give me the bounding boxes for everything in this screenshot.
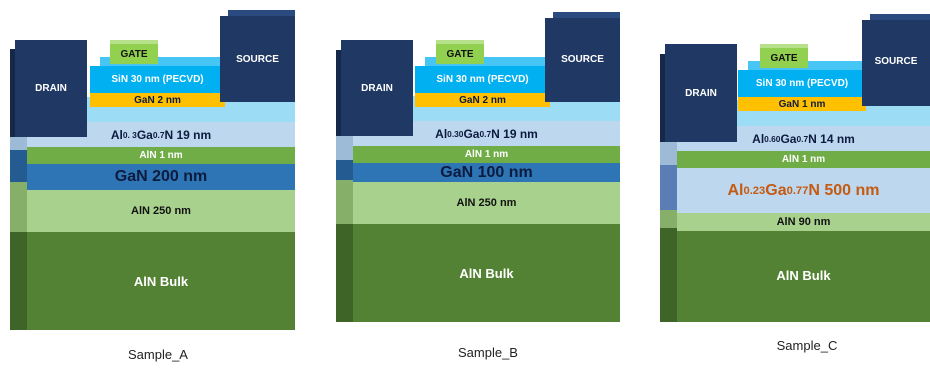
gate-contact: GATE [760, 44, 808, 68]
sin-top-face [100, 57, 225, 66]
sin-layer: SiN 30 nm (PECVD) [738, 70, 866, 97]
source-top [870, 14, 930, 20]
side-face [336, 180, 353, 224]
gate-contact: GATE [436, 40, 484, 64]
source-contact: SOURCE [545, 18, 620, 102]
side-face [336, 224, 353, 322]
drain-contact: DRAIN [15, 40, 87, 137]
gan-channel-layer: GaN 200 nm [27, 164, 295, 190]
gate-contact: GATE [110, 40, 158, 64]
sample-a-stack: AlN Bulk AlN 250 nm GaN 200 nm AlN 1 nm … [0, 0, 310, 373]
sin-layer: SiN 30 nm (PECVD) [415, 66, 550, 93]
side-face [336, 160, 353, 180]
sample-b-caption: Sample_B [458, 345, 518, 360]
drain-contact: DRAIN [665, 44, 737, 142]
side-face [10, 232, 27, 330]
gan-cap-layer: GaN 2 nm [415, 93, 550, 107]
source-top [228, 10, 295, 16]
sample-b-stack: AlN Bulk AlN 250 nm GaN 100 nm AlN 1 nm … [336, 12, 620, 322]
source-contact: SOURCE [220, 16, 295, 102]
gan-cap-layer: GaN 2 nm [90, 93, 225, 107]
aln-bulk-layer: AlN Bulk [27, 232, 295, 330]
sample-c-caption: Sample_C [776, 338, 838, 353]
aln-buffer-layer: AlN 250 nm [353, 182, 620, 224]
source-top [553, 12, 620, 18]
aln-bulk-layer: AlN Bulk [677, 228, 930, 322]
aln-buffer-layer: AlN 90 nm [677, 213, 930, 231]
aln-bulk-layer: AlN Bulk [353, 224, 620, 322]
algan-channel-layer: Al 0.23 Ga 0.77 N 500 nm [677, 168, 930, 213]
sin-top-face [425, 57, 550, 66]
gan-channel-layer: GaN 100 nm [353, 163, 620, 182]
aln-buffer-layer: AlN 250 nm [27, 190, 295, 232]
side-face [10, 182, 27, 232]
drain-contact: DRAIN [341, 40, 413, 136]
aln-spacer-layer: AlN 1 nm [677, 151, 930, 168]
side-face [660, 210, 677, 228]
side-face [660, 165, 677, 210]
side-face [660, 228, 677, 322]
aln-spacer-layer: AlN 1 nm [27, 147, 295, 164]
source-contact: SOURCE [862, 20, 930, 106]
aln-spacer-layer: AlN 1 nm [353, 146, 620, 163]
sample-a-caption: Sample_A [128, 347, 188, 362]
sin-layer: SiN 30 nm (PECVD) [90, 66, 225, 93]
gan-cap-layer: GaN 1 nm [738, 97, 866, 111]
side-face [10, 150, 27, 182]
